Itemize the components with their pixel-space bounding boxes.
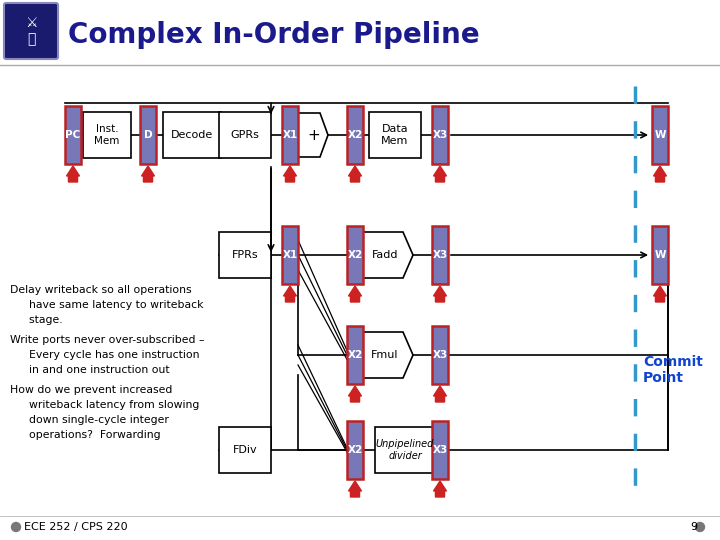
Text: ECE 252 / CPS 220: ECE 252 / CPS 220 bbox=[24, 522, 127, 532]
Bar bbox=[282, 106, 298, 164]
Text: +: + bbox=[307, 127, 320, 143]
Text: down single-cycle integer: down single-cycle integer bbox=[22, 415, 169, 425]
Polygon shape bbox=[348, 386, 361, 402]
Text: X3: X3 bbox=[433, 130, 448, 140]
Bar bbox=[432, 106, 448, 164]
Text: X1: X1 bbox=[282, 250, 297, 260]
Bar bbox=[65, 106, 81, 164]
Circle shape bbox=[12, 523, 20, 531]
Polygon shape bbox=[348, 286, 361, 302]
Bar bbox=[369, 112, 421, 158]
Bar bbox=[219, 427, 271, 473]
Text: PC: PC bbox=[66, 130, 81, 140]
Text: writeback latency from slowing: writeback latency from slowing bbox=[22, 400, 199, 410]
Text: Commit
Point: Commit Point bbox=[643, 355, 703, 385]
Bar bbox=[83, 112, 131, 158]
Text: Write ports never over-subscribed –: Write ports never over-subscribed – bbox=[10, 335, 204, 345]
Text: W: W bbox=[654, 130, 666, 140]
Polygon shape bbox=[654, 286, 667, 302]
Bar bbox=[432, 226, 448, 284]
Polygon shape bbox=[363, 232, 413, 278]
Polygon shape bbox=[433, 386, 446, 402]
Polygon shape bbox=[654, 166, 667, 182]
Polygon shape bbox=[284, 286, 297, 302]
Bar bbox=[347, 421, 363, 479]
Bar bbox=[375, 427, 435, 473]
Polygon shape bbox=[433, 286, 446, 302]
Bar bbox=[652, 106, 668, 164]
Text: Delay writeback so all operations: Delay writeback so all operations bbox=[10, 285, 192, 295]
FancyBboxPatch shape bbox=[4, 3, 58, 59]
Polygon shape bbox=[298, 113, 328, 157]
Text: in and one instruction out: in and one instruction out bbox=[22, 365, 170, 375]
Polygon shape bbox=[348, 166, 361, 182]
Text: operations?  Forwarding: operations? Forwarding bbox=[22, 430, 161, 440]
Bar bbox=[432, 326, 448, 384]
Text: have same latency to writeback: have same latency to writeback bbox=[22, 300, 204, 310]
Text: X2: X2 bbox=[347, 445, 363, 455]
Polygon shape bbox=[363, 332, 413, 378]
Bar bbox=[652, 226, 668, 284]
Text: X3: X3 bbox=[433, 350, 448, 360]
Bar bbox=[347, 106, 363, 164]
Text: X3: X3 bbox=[433, 250, 448, 260]
Text: FPRs: FPRs bbox=[232, 250, 258, 260]
Text: X2: X2 bbox=[347, 130, 363, 140]
Circle shape bbox=[696, 523, 704, 531]
Polygon shape bbox=[433, 481, 446, 497]
Polygon shape bbox=[348, 481, 361, 497]
Polygon shape bbox=[433, 166, 446, 182]
Polygon shape bbox=[284, 166, 297, 182]
Text: Fadd: Fadd bbox=[372, 250, 398, 260]
Text: 9: 9 bbox=[690, 522, 697, 532]
Text: How do we prevent increased: How do we prevent increased bbox=[10, 385, 172, 395]
Text: ⚔
🛡: ⚔ 🛡 bbox=[24, 16, 37, 46]
Bar bbox=[282, 226, 298, 284]
Text: Inst.
Mem: Inst. Mem bbox=[94, 124, 120, 146]
Bar bbox=[219, 232, 271, 278]
Polygon shape bbox=[142, 166, 155, 182]
Text: Every cycle has one instruction: Every cycle has one instruction bbox=[22, 350, 199, 360]
Bar bbox=[347, 226, 363, 284]
Polygon shape bbox=[66, 166, 79, 182]
Text: W: W bbox=[654, 250, 666, 260]
Text: stage.: stage. bbox=[22, 315, 63, 325]
Bar bbox=[347, 326, 363, 384]
Text: Fmul: Fmul bbox=[372, 350, 399, 360]
Text: X2: X2 bbox=[347, 350, 363, 360]
Bar bbox=[219, 112, 271, 158]
Text: X3: X3 bbox=[433, 445, 448, 455]
Text: Complex In-Order Pipeline: Complex In-Order Pipeline bbox=[68, 21, 480, 49]
Text: Decode: Decode bbox=[171, 130, 213, 140]
Bar bbox=[140, 106, 156, 164]
Text: X1: X1 bbox=[282, 130, 297, 140]
Text: Unpipelined
divider: Unpipelined divider bbox=[376, 439, 434, 461]
Text: Data
Mem: Data Mem bbox=[382, 124, 409, 146]
Bar bbox=[163, 112, 221, 158]
Text: X2: X2 bbox=[347, 250, 363, 260]
Bar bbox=[432, 421, 448, 479]
Text: GPRs: GPRs bbox=[230, 130, 259, 140]
Text: D: D bbox=[144, 130, 153, 140]
Text: FDiv: FDiv bbox=[233, 445, 257, 455]
